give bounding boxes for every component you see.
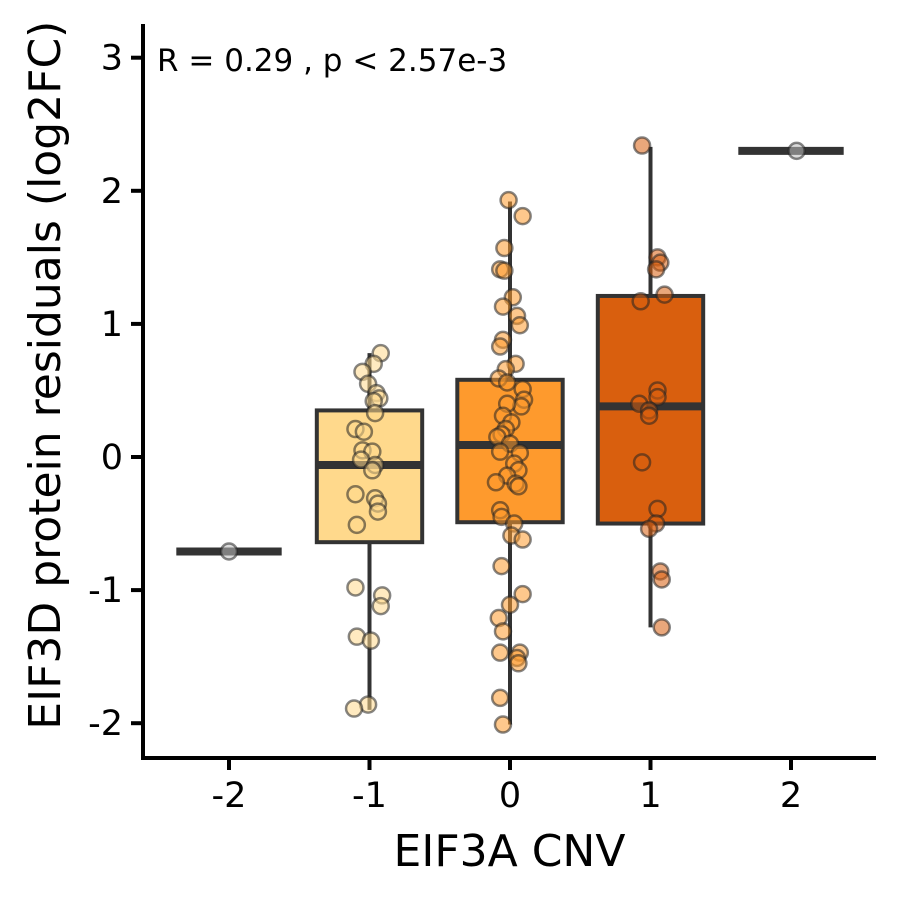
y-tick-label: 0 (101, 438, 123, 478)
data-point (513, 206, 532, 226)
data-point (346, 578, 365, 597)
points-layer (219, 136, 806, 734)
data-point (509, 477, 528, 496)
data-point (632, 453, 652, 472)
x-tick-label: 0 (499, 776, 521, 816)
x-tick-label: -2 (212, 776, 247, 816)
data-point (371, 596, 390, 616)
data-point (490, 688, 510, 708)
y-tick-label: -1 (88, 571, 123, 611)
y-axis-title: EIF3D protein residuals (log2FC) (20, 21, 71, 730)
data-point (509, 654, 528, 673)
data-point (510, 315, 530, 335)
x-tick-label: 2 (780, 776, 802, 816)
data-point (347, 515, 367, 535)
data-point (490, 442, 510, 461)
data-point (499, 190, 518, 210)
data-point (492, 556, 511, 576)
data-point (354, 422, 374, 441)
data-point (346, 485, 365, 504)
data-point (365, 403, 385, 423)
data-point (219, 542, 239, 561)
data-point (486, 473, 506, 492)
data-point (631, 292, 650, 311)
data-point (493, 715, 513, 734)
y-tick-label: 1 (101, 305, 123, 345)
data-point (652, 570, 671, 589)
data-point (639, 406, 659, 425)
data-point (495, 261, 514, 280)
data-point (652, 618, 671, 637)
ticks-layer: -2 -1 0 1 2 3 -2 -1 0 1 2 (88, 39, 802, 816)
data-point (632, 136, 652, 155)
data-point (363, 461, 382, 480)
data-point (495, 238, 514, 258)
data-point (648, 387, 667, 407)
data-point (646, 260, 666, 279)
correlation-annotation: R = 0.29 , p < 2.57e-3 (157, 43, 507, 79)
data-point (513, 530, 532, 549)
y-tick-label: -2 (88, 704, 123, 744)
data-point (368, 502, 388, 521)
data-point (493, 622, 513, 641)
data-point (490, 643, 510, 662)
data-point (787, 141, 806, 161)
data-point (655, 285, 674, 304)
data-point (500, 595, 520, 614)
data-point (490, 337, 510, 356)
data-point (361, 631, 381, 650)
data-point (493, 297, 513, 316)
x-tick-label: 1 (639, 776, 661, 816)
data-point (639, 519, 659, 539)
y-tick-label: 3 (101, 39, 123, 79)
y-tick-label: 2 (101, 172, 123, 212)
data-point (497, 373, 517, 392)
x-axis-title: EIF3A CNV (394, 826, 626, 877)
data-point (513, 584, 532, 604)
data-point (344, 699, 364, 718)
x-tick-label: -1 (352, 776, 387, 816)
